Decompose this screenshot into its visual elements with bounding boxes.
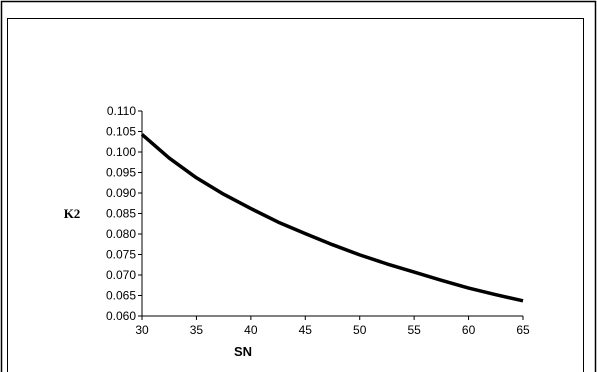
y-tick-label: 0.060 xyxy=(106,309,136,323)
x-tick-label: 65 xyxy=(516,323,530,337)
x-tick-label: 30 xyxy=(135,323,149,337)
series-line xyxy=(140,133,524,303)
x-tick-label: 40 xyxy=(244,323,258,337)
y-tick-label: 0.070 xyxy=(106,268,136,282)
x-ticks: 30 35 40 45 50 55 60 65 xyxy=(135,316,530,337)
y-tick-label: 0.065 xyxy=(106,289,136,303)
y-tick-label: 0.090 xyxy=(106,186,136,200)
y-tick-label: 0.085 xyxy=(106,207,136,221)
y-tick-label: 0.105 xyxy=(106,125,136,139)
y-tick-label: 0.110 xyxy=(107,104,136,118)
plot-area-border xyxy=(7,18,584,372)
x-axis-title: SN xyxy=(234,344,252,359)
y-tick-label: 0.080 xyxy=(106,227,136,241)
axes xyxy=(141,111,523,317)
x-tick-label: 60 xyxy=(462,323,476,337)
x-tick-label: 55 xyxy=(407,323,421,337)
y-tick-label: 0.100 xyxy=(106,145,136,159)
y-ticks: 0.060 0.065 0.070 0.075 0.080 0.085 0.090 0.095… xyxy=(106,104,142,323)
x-tick-label: 45 xyxy=(299,323,313,337)
series-layer xyxy=(140,133,524,303)
x-tick-label: 50 xyxy=(353,323,367,337)
y-tick-label: 0.095 xyxy=(106,166,136,180)
x-tick-label: 35 xyxy=(190,323,204,337)
y-axis-title: K2 xyxy=(64,206,81,221)
y-tick-label: 0.075 xyxy=(106,248,136,262)
